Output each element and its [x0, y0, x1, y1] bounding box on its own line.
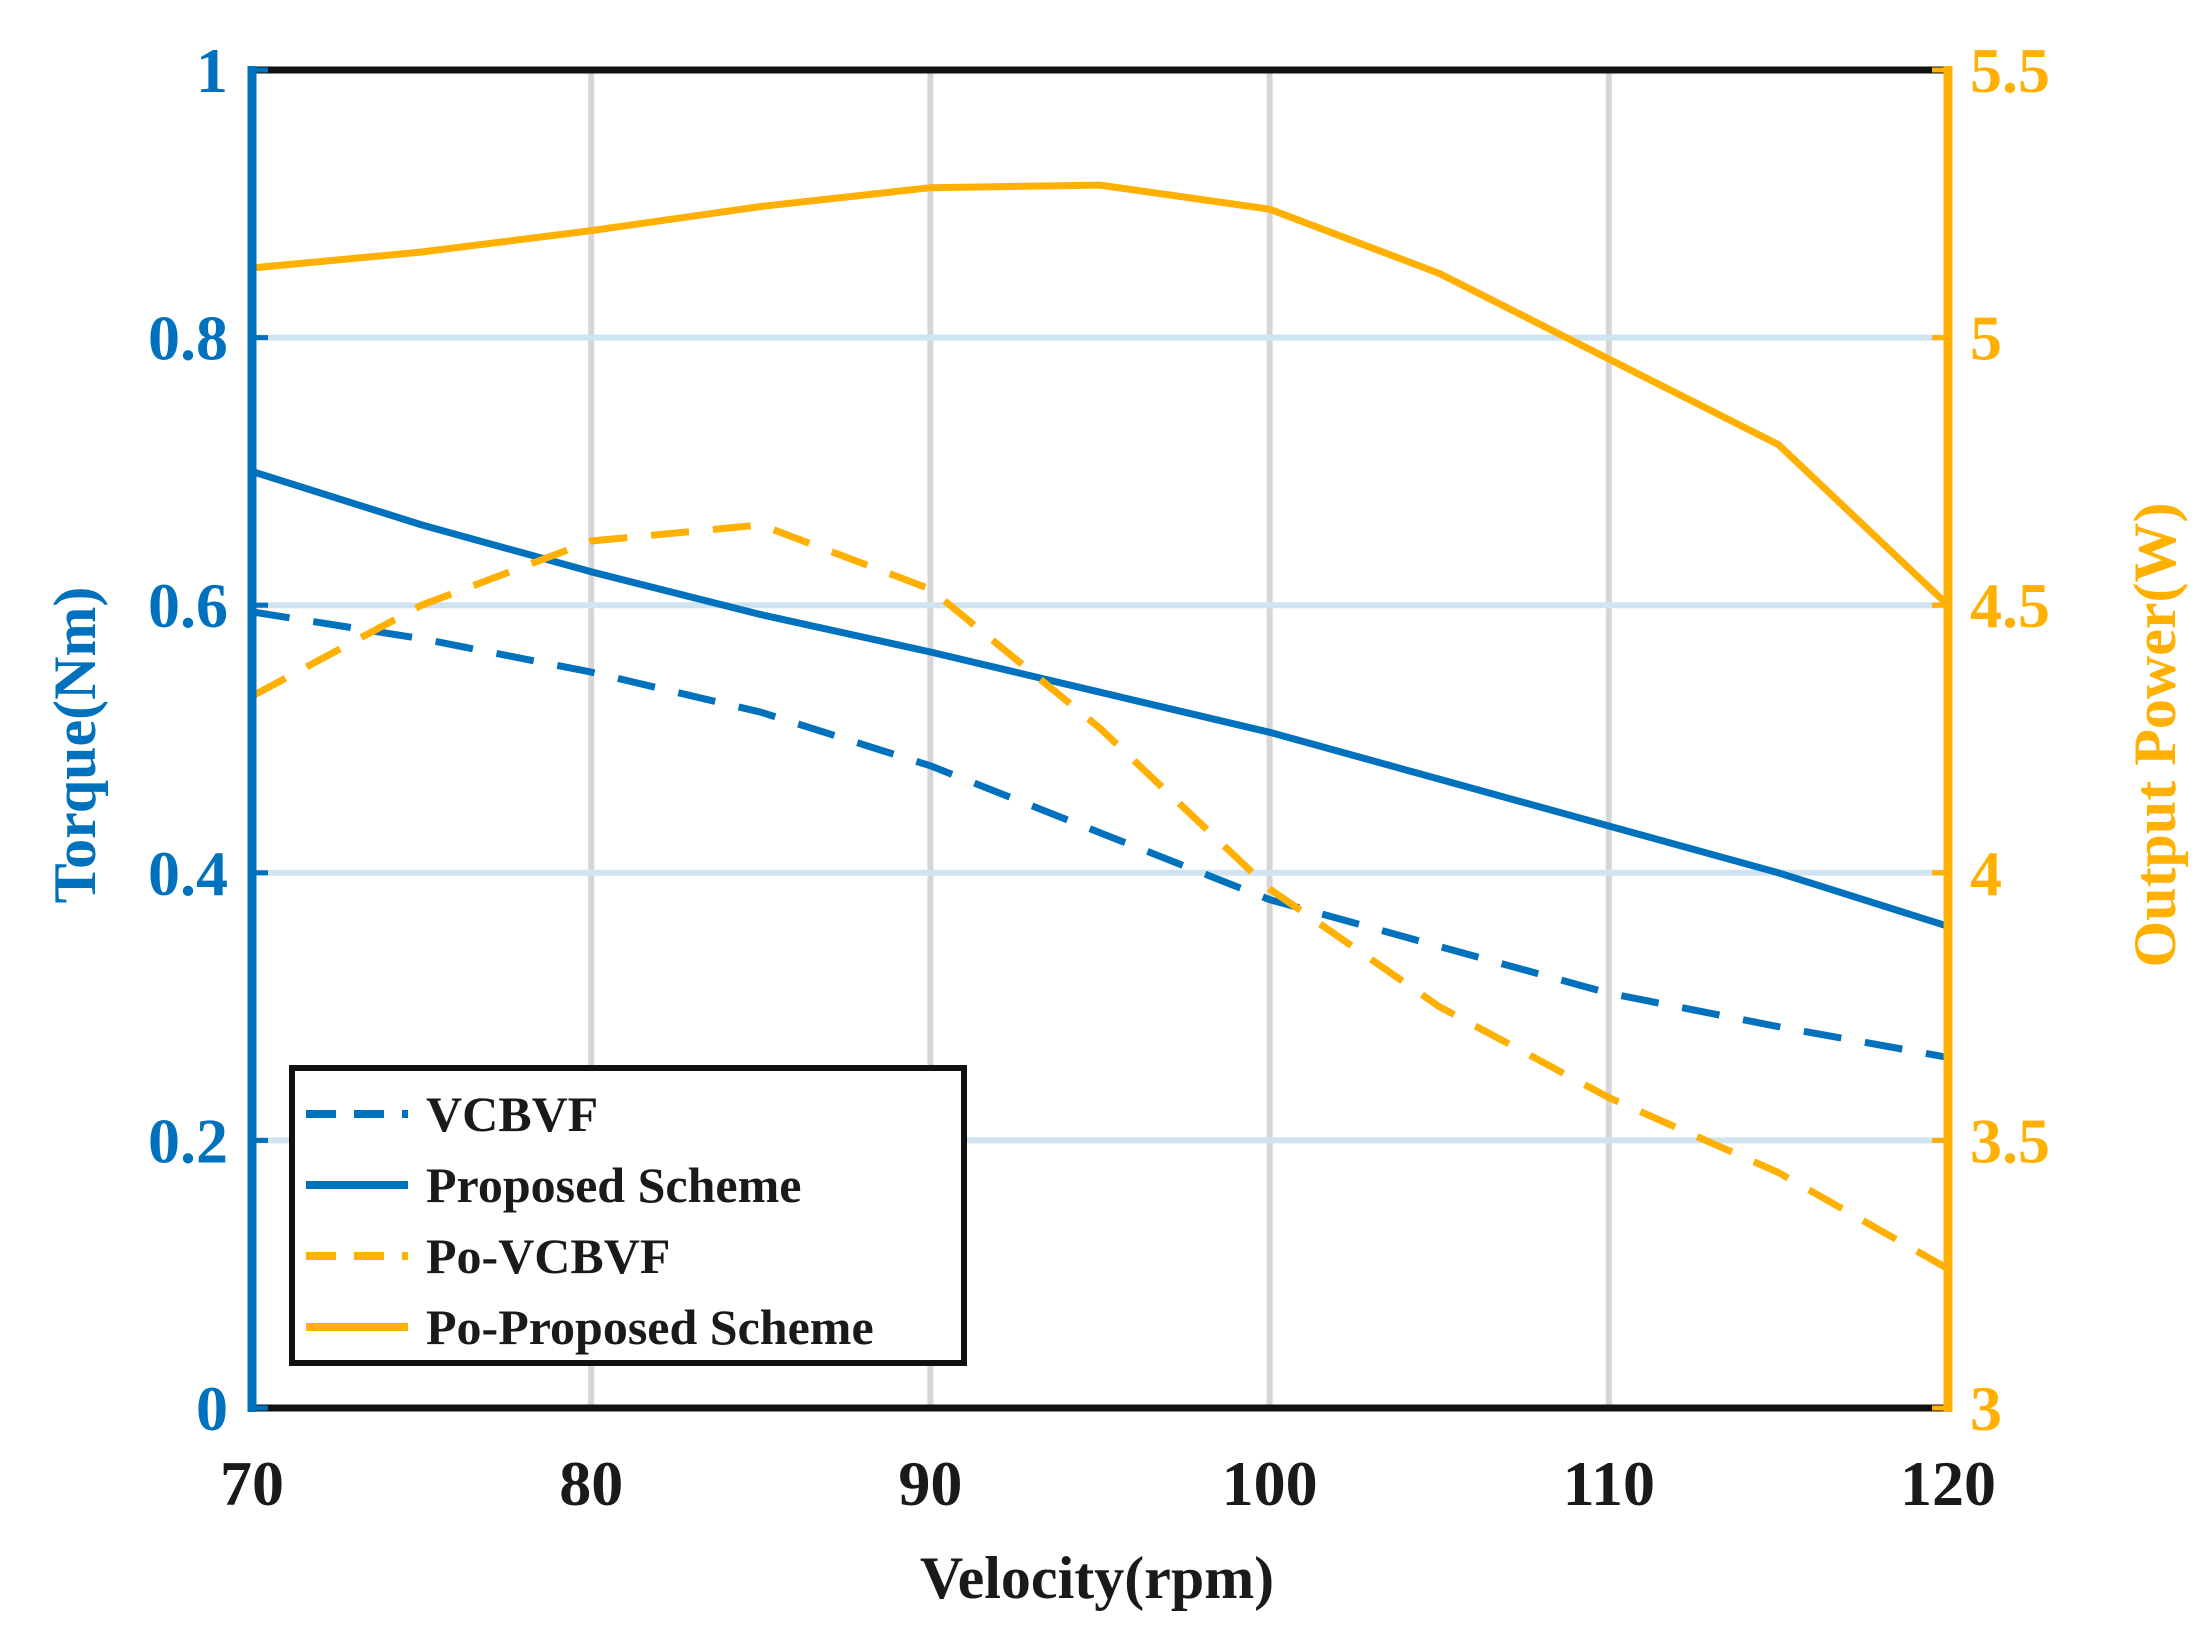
legend-label: Po-Proposed Scheme — [426, 1299, 874, 1355]
y-axis-right-label: Output Power(W) — [2122, 503, 2188, 968]
y-right-tick-label: 3 — [1970, 1373, 2002, 1444]
series-line-proposed-scheme — [250, 468, 1950, 930]
y-left-tick-label: 0.4 — [148, 838, 228, 909]
y-left-tick-label: 0 — [196, 1373, 228, 1444]
y-right-tick-label: 3.5 — [1970, 1105, 2050, 1176]
x-axis-label: Velocity(rpm) — [920, 1545, 1274, 1611]
x-tick-label: 100 — [1222, 1448, 1318, 1519]
plot-frame — [247, 66, 1953, 1412]
series-line-po-proposed-scheme — [251, 181, 1951, 608]
series-line-po-vcbvf — [250, 521, 1950, 1272]
legend-label: Proposed Scheme — [426, 1157, 801, 1213]
y-axis-left-label: Torque(Nm) — [42, 587, 108, 904]
y-left-tick-label: 0.6 — [148, 570, 228, 641]
x-tick-label: 120 — [1900, 1448, 1996, 1519]
x-tick-label: 90 — [898, 1448, 962, 1519]
tick-labels: 70 80 90 100 110 120 0 0.2 0.4 0.6 0.8 1 3 3.5 4 4.5 5 5.… — [148, 35, 2050, 1519]
y-right-tick-label: 4.5 — [1970, 570, 2050, 641]
y-left-tick-label: 1 — [196, 35, 228, 106]
x-tick-label: 110 — [1563, 1448, 1655, 1519]
x-tick-label: 80 — [559, 1448, 623, 1519]
legend-label: VCBVF — [426, 1086, 598, 1142]
y-right-tick-label: 4 — [1970, 838, 2002, 909]
series-layer — [250, 181, 1951, 1272]
series-line-vcbvf — [251, 608, 1949, 1061]
legend: VCBVF Proposed Scheme Po-VCBVF Po-Proposed … — [289, 1065, 967, 1366]
y-left-tick-label: 0.2 — [148, 1105, 228, 1176]
y-right-tick-label: 5.5 — [1970, 35, 2050, 106]
y-left-tick-label: 0.8 — [148, 303, 228, 374]
legend-label: Po-VCBVF — [426, 1228, 670, 1284]
y-right-tick-label: 5 — [1970, 303, 2002, 374]
x-tick-label: 70 — [220, 1448, 284, 1519]
